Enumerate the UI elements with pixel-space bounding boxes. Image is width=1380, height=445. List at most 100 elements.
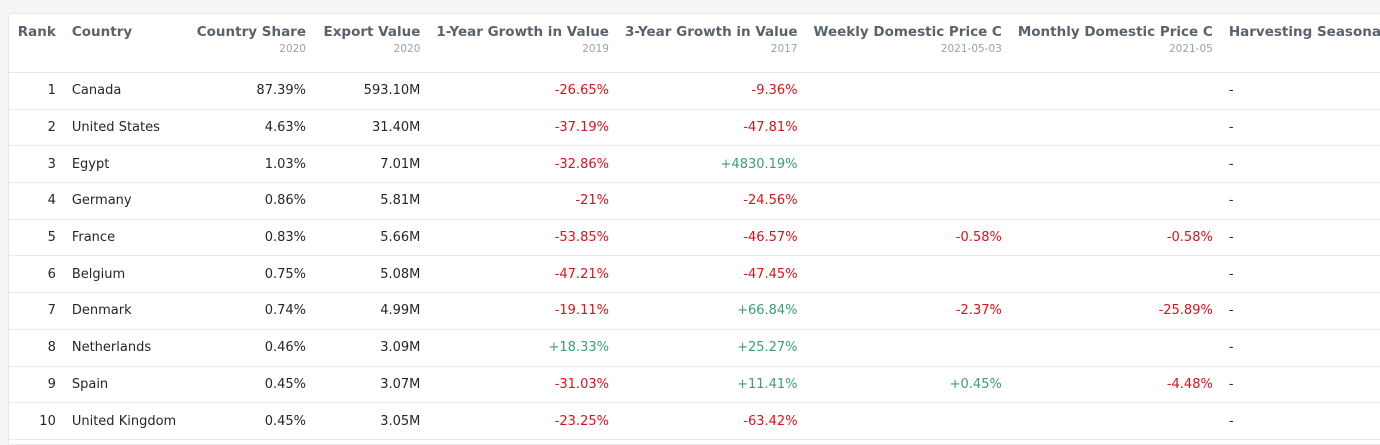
cell-rank: 4: [9, 182, 64, 220]
cell-rank: 6: [9, 255, 64, 294]
cell-weekly-price-change: [805, 255, 1010, 294]
cell-country[interactable]: United States: [63, 109, 187, 147]
cell-monthly-price-change: -25.89%: [1009, 292, 1221, 330]
column-label: Export Value: [323, 24, 421, 40]
cell-country[interactable]: Belgium: [63, 255, 187, 294]
cell-growth-3y: +66.84%: [616, 292, 806, 330]
cell-growth-1y: -31.03%: [428, 366, 617, 404]
column-header-rank[interactable]: Rank: [9, 14, 64, 73]
cell-monthly-price-change: [1009, 255, 1221, 294]
table-row[interactable]: 10 United Kingdom 0.45% 3.05M -23.25% -63.42%…: [9, 402, 1380, 440]
cell-monthly-price-change: [1009, 182, 1221, 220]
table-row[interactable]: 7 Denmark 0.74% 4.99M -19.11% +66.84% -2.37% -2…: [9, 292, 1380, 330]
column-label: Weekly Domestic Price C: [813, 24, 1002, 40]
column-header-monthly-price-change[interactable]: Monthly Domestic Price C 2021-05: [1009, 14, 1221, 73]
cell-monthly-price-change: -4.48%: [1009, 366, 1221, 404]
column-header-country-share[interactable]: Country Share 2020: [186, 14, 314, 73]
column-header-export-value[interactable]: Export Value 2020: [314, 14, 429, 73]
cell-weekly-price-change: +0.45%: [805, 366, 1010, 404]
cell-growth-3y: -46.57%: [616, 219, 806, 257]
column-label: Monthly Domestic Price C: [1017, 24, 1213, 40]
column-label: 1-Year Growth in Value: [436, 24, 609, 40]
cell-weekly-price-change: [805, 72, 1010, 110]
cell-rank: 8: [9, 329, 64, 367]
column-year: 2020: [393, 43, 421, 55]
cell-country[interactable]: Egypt: [63, 145, 187, 184]
cell-growth-1y: -26.65%: [428, 72, 617, 110]
cell-harvesting-season: -: [1220, 182, 1380, 220]
cell-weekly-price-change: [805, 182, 1010, 220]
cell-rank: 5: [9, 219, 64, 257]
cell-growth-3y: -47.45%: [616, 255, 806, 294]
table-row[interactable]: 3 Egypt 1.03% 7.01M -32.86% +4830.19% -: [9, 145, 1380, 184]
column-year: 2021-05: [1168, 43, 1213, 55]
column-header-harvesting-season[interactable]: Harvesting Seasona: [1220, 14, 1380, 73]
cell-harvesting-season: -: [1220, 109, 1380, 147]
cell-export-value: 3.09M: [314, 329, 429, 367]
column-header-country[interactable]: Country: [63, 14, 187, 73]
header-row: Rank Country Country Share 2020 Export Value…: [9, 14, 1380, 73]
cell-country-share: 0.75%: [186, 255, 314, 294]
cell-monthly-price-change: [1009, 145, 1221, 184]
cell-country-share: 0.45%: [186, 366, 314, 404]
column-year: 2020: [279, 43, 306, 55]
cell-export-value: 7.01M: [314, 145, 429, 184]
column-label: Rank: [17, 24, 56, 40]
column-header-growth-3y[interactable]: 3-Year Growth in Value 2017: [616, 14, 806, 73]
cell-growth-1y: -37.19%: [428, 109, 617, 147]
cell-growth-3y: +25.27%: [616, 329, 806, 367]
cell-growth-3y: -9.36%: [616, 72, 806, 110]
cell-country[interactable]: France: [63, 219, 187, 257]
cell-export-value: 3.07M: [314, 366, 429, 404]
cell-harvesting-season: -: [1220, 292, 1380, 330]
cell-export-value: 5.81M: [314, 182, 429, 220]
cell-growth-3y: +11.41%: [616, 366, 806, 404]
cell-rank: 2: [9, 109, 64, 147]
cell-country-share: 0.83%: [186, 219, 314, 257]
cell-country[interactable]: Denmark: [63, 292, 187, 330]
table-row[interactable]: 2 United States 4.63% 31.40M -37.19% -47.81% -: [9, 109, 1380, 147]
cell-country[interactable]: United Kingdom: [63, 402, 187, 440]
table-row[interactable]: 1 Canada 87.39% 593.10M -26.65% -9.36% -: [9, 72, 1380, 110]
cell-harvesting-season: -: [1220, 72, 1380, 110]
table-row[interactable]: 5 France 0.83% 5.66M -53.85% -46.57% -0.58% -0.…: [9, 219, 1380, 257]
column-label: Country Share: [196, 24, 306, 40]
cell-harvesting-season: -: [1220, 329, 1380, 367]
cell-country-share: 0.74%: [186, 292, 314, 330]
cell-country[interactable]: Germany: [63, 182, 187, 220]
cell-rank: 1: [9, 72, 64, 110]
column-label: 3-Year Growth in Value: [624, 24, 798, 40]
cell-monthly-price-change: -0.58%: [1009, 219, 1221, 257]
column-label: Harvesting Seasona: [1228, 24, 1380, 40]
column-header-growth-1y[interactable]: 1-Year Growth in Value 2019: [428, 14, 617, 73]
cell-harvesting-season: -: [1220, 255, 1380, 294]
column-year: 2021-05-03: [940, 43, 1002, 55]
country-table: Rank Country Country Share 2020 Export Value…: [9, 14, 1380, 440]
cell-monthly-price-change: [1009, 109, 1221, 147]
cell-export-value: 31.40M: [314, 109, 429, 147]
cell-growth-1y: -32.86%: [428, 145, 617, 184]
table-row[interactable]: 8 Netherlands 0.46% 3.09M +18.33% +25.27% -: [9, 329, 1380, 367]
cell-export-value: 3.05M: [314, 402, 429, 440]
cell-country-share: 1.03%: [186, 145, 314, 184]
cell-growth-3y: -24.56%: [616, 182, 806, 220]
cell-weekly-price-change: [805, 109, 1010, 147]
cell-growth-1y: -53.85%: [428, 219, 617, 257]
cell-growth-1y: +18.33%: [428, 329, 617, 367]
cell-growth-3y: +4830.19%: [616, 145, 806, 184]
cell-country-share: 0.86%: [186, 182, 314, 220]
table-row[interactable]: 9 Spain 0.45% 3.07M -31.03% +11.41% +0.45% -4.4…: [9, 366, 1380, 404]
cell-country-share: 0.46%: [186, 329, 314, 367]
cell-country[interactable]: Spain: [63, 366, 187, 404]
column-header-weekly-price-change[interactable]: Weekly Domestic Price C 2021-05-03: [805, 14, 1010, 73]
cell-harvesting-season: -: [1220, 219, 1380, 257]
table-row[interactable]: 4 Germany 0.86% 5.81M -21% -24.56% -: [9, 182, 1380, 220]
cell-country-share: 0.45%: [186, 402, 314, 440]
cell-country[interactable]: Canada: [63, 72, 187, 110]
cell-harvesting-season: -: [1220, 145, 1380, 184]
cell-export-value: 5.66M: [314, 219, 429, 257]
cell-growth-1y: -19.11%: [428, 292, 617, 330]
cell-monthly-price-change: [1009, 72, 1221, 110]
cell-country[interactable]: Netherlands: [63, 329, 187, 367]
table-row[interactable]: 6 Belgium 0.75% 5.08M -47.21% -47.45% -: [9, 255, 1380, 294]
